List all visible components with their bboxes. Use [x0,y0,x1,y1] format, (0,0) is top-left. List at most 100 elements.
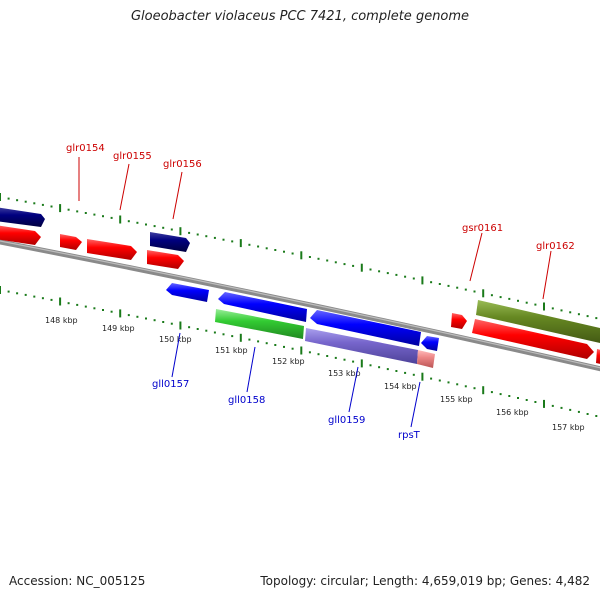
tick-label-4: 152 kbp [272,357,305,366]
forward-major-tick [360,263,363,272]
gene-label-glr0155[interactable]: glr0155 [113,151,152,162]
reverse-minor-tick [456,383,459,386]
reverse-minor-tick [50,298,53,301]
forward-minor-tick [447,284,450,287]
gene-label-gll0158[interactable]: gll0158 [228,395,265,406]
reverse-minor-tick [595,415,598,417]
gene-red-1[interactable] [0,225,41,245]
reverse-strand-genes [166,283,439,368]
gene-red-4[interactable] [147,250,184,269]
reverse-minor-tick [248,338,251,341]
gene-gll0158[interactable] [215,309,304,339]
forward-minor-tick [473,290,476,293]
gene-red-6[interactable] [472,319,594,359]
forward-minor-tick [352,264,355,267]
reverse-minor-tick [145,317,147,320]
gene-olive-1[interactable] [476,300,600,343]
forward-minor-tick [395,273,398,276]
forward-major-tick [239,239,242,248]
forward-tick-track [0,193,598,320]
tick-label-5: 153 kbp [328,369,361,378]
forward-major-tick [300,251,303,260]
reverse-minor-tick [577,410,580,413]
gene-navy-1[interactable] [0,207,45,227]
reverse-minor-tick [352,360,355,363]
reverse-minor-tick [222,333,225,336]
reverse-minor-tick [490,391,493,394]
reverse-minor-tick [386,368,389,371]
reverse-major-tick [239,333,242,342]
forward-strand-genes [0,207,600,365]
forward-minor-tick [378,270,381,273]
gene-gll0157[interactable] [166,283,209,302]
gene-red-5[interactable] [451,313,467,329]
forward-minor-tick [24,200,27,203]
forward-minor-tick [265,247,268,250]
reverse-major-tick [59,297,62,306]
reverse-minor-tick [291,347,294,350]
genome-backbone [0,239,600,372]
reverse-minor-tick [438,379,441,382]
forward-minor-tick [430,281,433,284]
reverse-minor-tick [447,381,450,384]
forward-minor-tick [586,315,589,318]
forward-minor-tick [127,220,130,223]
tick-labels: 148 kbp 149 kbp 150 kbp 151 kbp 152 kbp 153 k… [45,316,585,432]
gene-label-gll0159[interactable]: gll0159 [328,415,365,426]
reverse-minor-tick [560,406,563,409]
gene-blue-long-2[interactable] [310,310,421,346]
gene-gll0159[interactable] [305,328,418,364]
reverse-minor-tick [499,393,502,396]
forward-minor-tick [102,215,104,218]
reverse-major-tick [119,309,122,318]
tick-label-7: 155 kbp [440,395,473,404]
accession-label: Accession: NC_005125 [9,574,146,588]
tick-label-0: 148 kbp [45,316,78,325]
forward-minor-tick [93,213,96,216]
reverse-minor-tick [525,399,528,401]
reverse-minor-tick [41,297,44,300]
reverse-minor-tick [265,342,268,345]
reverse-minor-tick [257,340,260,343]
forward-minor-tick [145,223,147,226]
gene-red-2[interactable] [60,234,82,250]
gene-rpsT[interactable] [417,350,435,368]
gene-blue-small[interactable] [421,336,439,351]
forward-major-tick [59,204,62,213]
reverse-minor-tick [188,326,191,329]
gene-label-glr0156[interactable]: glr0156 [163,159,202,170]
reverse-minor-tick [334,356,337,359]
reverse-minor-tick [196,328,199,330]
forward-minor-tick [153,225,156,228]
forward-minor-tick [7,197,10,200]
reverse-minor-tick [326,355,329,357]
forward-minor-tick [162,226,165,229]
gene-label-gsr0161[interactable]: gsr0161 [462,223,503,234]
gene-label-gll0157[interactable]: gll0157 [152,379,189,390]
gene-navy-2[interactable] [150,232,190,252]
forward-minor-tick [50,205,53,208]
reverse-minor-tick [76,303,79,306]
forward-major-tick [0,193,1,201]
reverse-minor-tick [67,302,70,305]
forward-minor-tick [248,243,251,246]
gene-red-3[interactable] [87,239,137,260]
gene-label-glr0154[interactable]: glr0154 [66,143,105,154]
reverse-minor-tick [127,314,130,317]
forward-minor-tick [412,277,415,280]
gene-label-rpsT[interactable]: rpsT [398,430,421,441]
gene-red-7[interactable] [596,349,600,365]
gene-label-glr0162[interactable]: glr0162 [536,241,575,252]
reverse-minor-tick [412,373,415,376]
reverse-minor-tick [110,310,113,313]
reverse-minor-tick [205,329,208,332]
forward-minor-tick [291,252,294,255]
forward-minor-tick [317,257,320,260]
forward-minor-tick [110,216,113,219]
reverse-major-tick [0,286,1,294]
reverse-major-tick [179,321,182,330]
gene-blue-long-1[interactable] [218,292,307,322]
reverse-minor-tick [464,385,467,388]
reverse-minor-tick [430,377,433,380]
